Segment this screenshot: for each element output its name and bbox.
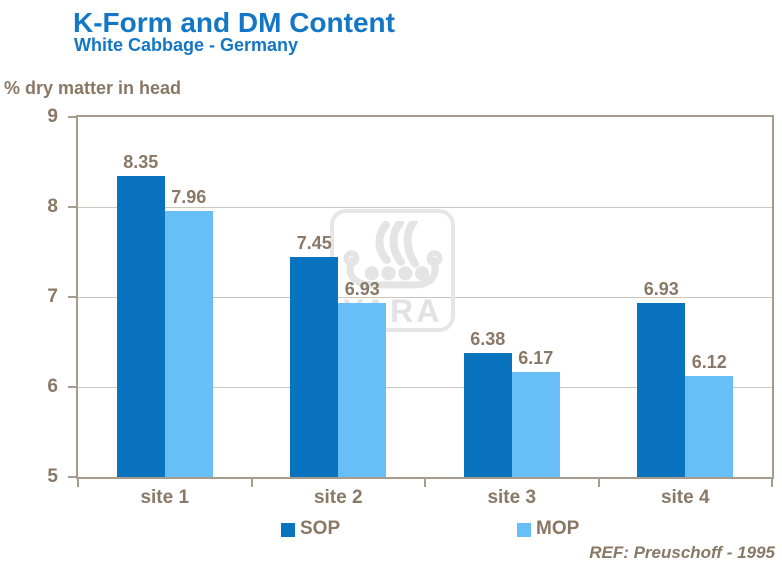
yara-logo-icon — [343, 221, 443, 289]
chart-title: K-Form and DM Content — [73, 7, 395, 38]
value-label-mop-site-1: 7.96 — [171, 186, 207, 207]
value-label-sop-site-1: 8.35 — [123, 151, 159, 172]
gridline-7 — [78, 296, 772, 298]
legend-label-mop: MOP — [536, 518, 580, 539]
x-tick-label-site-3: site 3 — [487, 487, 537, 508]
y-tick-label-6: 6 — [47, 376, 58, 397]
value-label-mop-site-2: 6.93 — [344, 279, 380, 300]
x-tick-3 — [597, 479, 600, 487]
x-tick-0 — [77, 479, 79, 487]
y-tick-6 — [68, 386, 76, 388]
bar-sop-site-1 — [116, 175, 165, 477]
reference-text: REF: Preuschoff - 1995 — [589, 543, 775, 562]
y-tick-5 — [68, 476, 76, 478]
x-tick-4 — [771, 479, 773, 487]
bar-sop-site-3 — [463, 352, 512, 477]
bar-mop-site-4 — [685, 376, 734, 477]
x-tick-1 — [250, 479, 253, 487]
value-label-sop-site-4: 6.93 — [643, 279, 679, 300]
y-tick-label-7: 7 — [47, 286, 58, 307]
bar-mop-site-3 — [511, 371, 560, 477]
y-tick-9 — [68, 116, 76, 118]
y-tick-label-8: 8 — [47, 196, 58, 217]
legend-swatch-mop — [517, 523, 531, 537]
value-label-mop-site-4: 6.12 — [691, 352, 727, 373]
bar-mop-site-2 — [338, 303, 387, 477]
value-label-sop-site-2: 7.45 — [296, 232, 332, 253]
bar-sop-site-2 — [290, 256, 339, 477]
x-tick-2 — [424, 479, 426, 487]
y-tick-8 — [68, 206, 76, 208]
y-tick-label-5: 5 — [47, 466, 58, 487]
chart-subtitle: White Cabbage - Germany — [74, 35, 299, 55]
bar-sop-site-4 — [637, 303, 686, 477]
value-label-mop-site-3: 6.17 — [518, 347, 554, 368]
x-tick-label-site-2: site 2 — [313, 487, 363, 508]
yara-watermark: YARA — [330, 209, 455, 332]
legend-swatch-sop — [281, 523, 295, 537]
value-label-sop-site-3: 6.38 — [470, 328, 506, 349]
y-axis-title: % dry matter in head — [4, 78, 182, 98]
bar-mop-site-1 — [164, 210, 213, 477]
y-tick-label-9: 9 — [47, 106, 58, 127]
x-tick-label-site-1: site 1 — [140, 487, 190, 508]
gridline-8 — [78, 206, 772, 208]
x-tick-label-site-4: site 4 — [660, 487, 710, 508]
plot-area — [76, 115, 774, 479]
gridline-6 — [78, 386, 772, 388]
legend-label-sop: SOP — [300, 518, 341, 539]
y-tick-7 — [68, 296, 76, 298]
